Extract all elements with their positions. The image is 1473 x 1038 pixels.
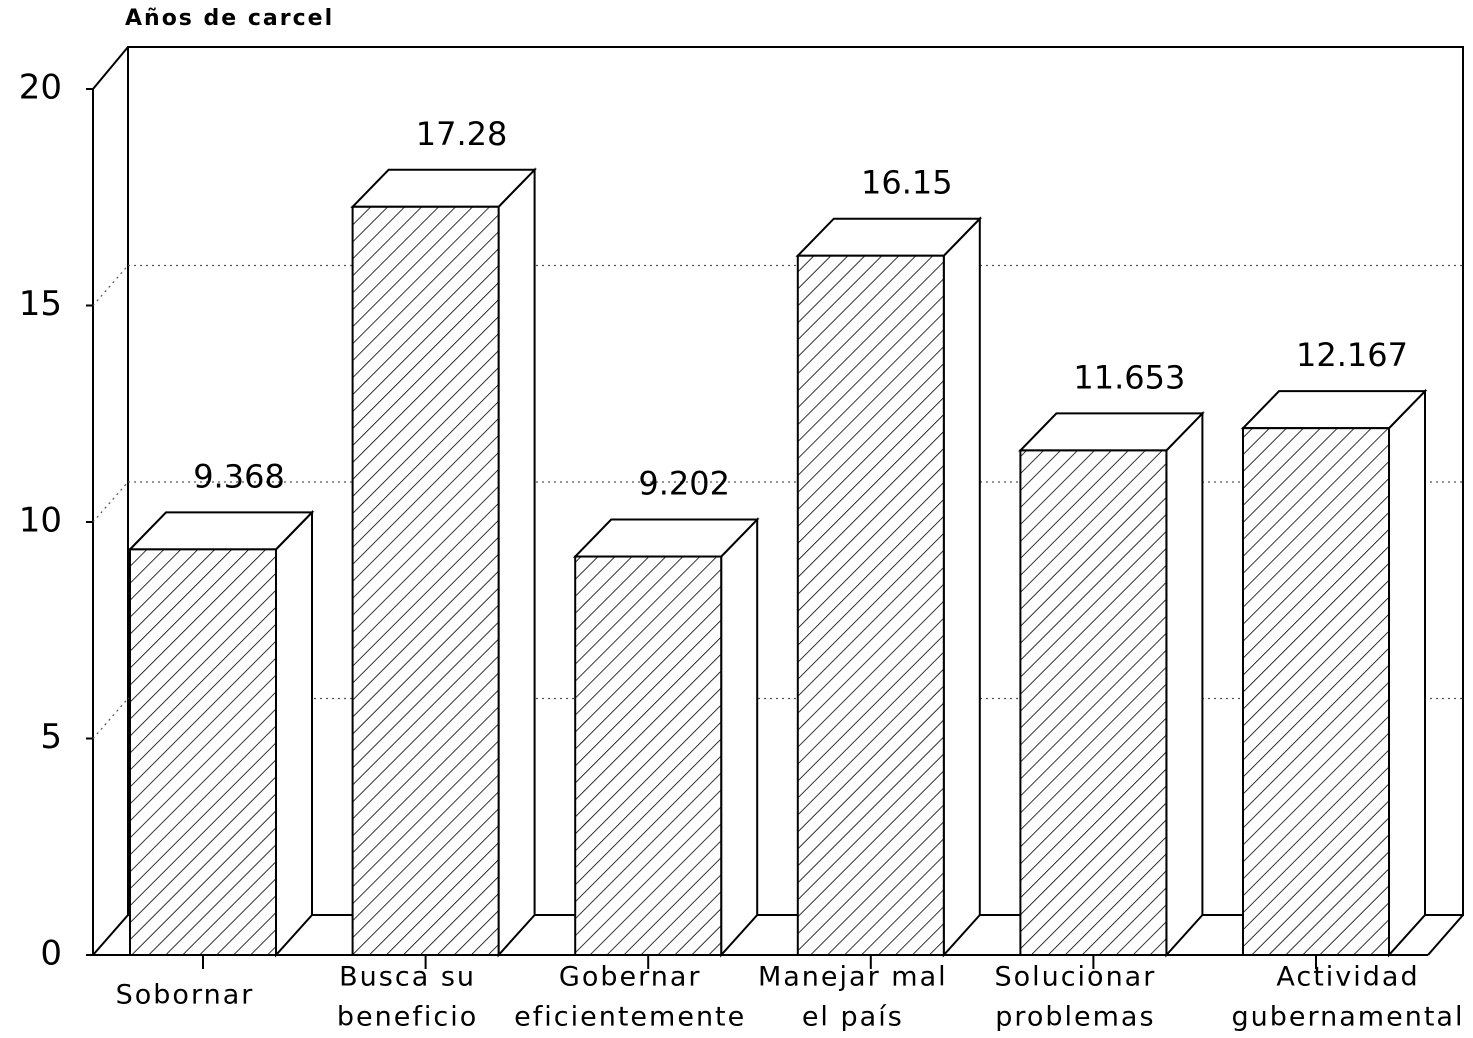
y-axis-label: Años de carcel: [125, 6, 334, 31]
x-tick-label: Gobernar: [559, 962, 702, 993]
grid-line: [92, 481, 129, 523]
bar-side: [497, 167, 536, 958]
bar: [574, 555, 723, 956]
value-label: 12.167: [1296, 336, 1408, 374]
y-tick-label: 0: [40, 934, 62, 974]
value-label: 17.28: [416, 115, 508, 153]
x-tick-label: beneficio: [337, 1002, 478, 1033]
x-tick-label: Actividad: [1276, 962, 1419, 993]
value-label: 9.368: [193, 457, 285, 495]
bar-side: [720, 517, 759, 958]
y-tick-label: 20: [19, 68, 62, 108]
y-tick-label: 15: [19, 284, 62, 324]
x-tick-label: Manejar mal: [758, 962, 948, 993]
y-tick-label: 10: [19, 501, 62, 541]
bar-side: [275, 509, 313, 958]
x-tick-label: gubernamental: [1232, 1002, 1465, 1033]
bar: [129, 548, 277, 956]
y-tick-label: 5: [40, 717, 62, 757]
x-tick-label: eficientemente: [514, 1002, 746, 1033]
x-tick-label: Busca su: [339, 962, 476, 993]
grid-line: [92, 265, 129, 306]
bar-side: [1388, 388, 1426, 958]
x-tick-label: Solucionar: [994, 962, 1156, 993]
grid-line: [92, 698, 129, 739]
x-tick-label: problemas: [995, 1002, 1155, 1033]
value-label: 16.15: [861, 164, 953, 202]
bar: [351, 205, 500, 956]
bar: [796, 254, 945, 956]
x-tick-label: el país: [802, 1002, 904, 1033]
value-label: 9.202: [638, 465, 730, 503]
bar-side: [942, 216, 981, 958]
bar: [1019, 449, 1168, 956]
value-label: 11.653: [1073, 358, 1185, 396]
bar-side: [1165, 410, 1204, 958]
x-tick-label: Sobornar: [116, 980, 255, 1011]
bar: [1242, 427, 1390, 957]
